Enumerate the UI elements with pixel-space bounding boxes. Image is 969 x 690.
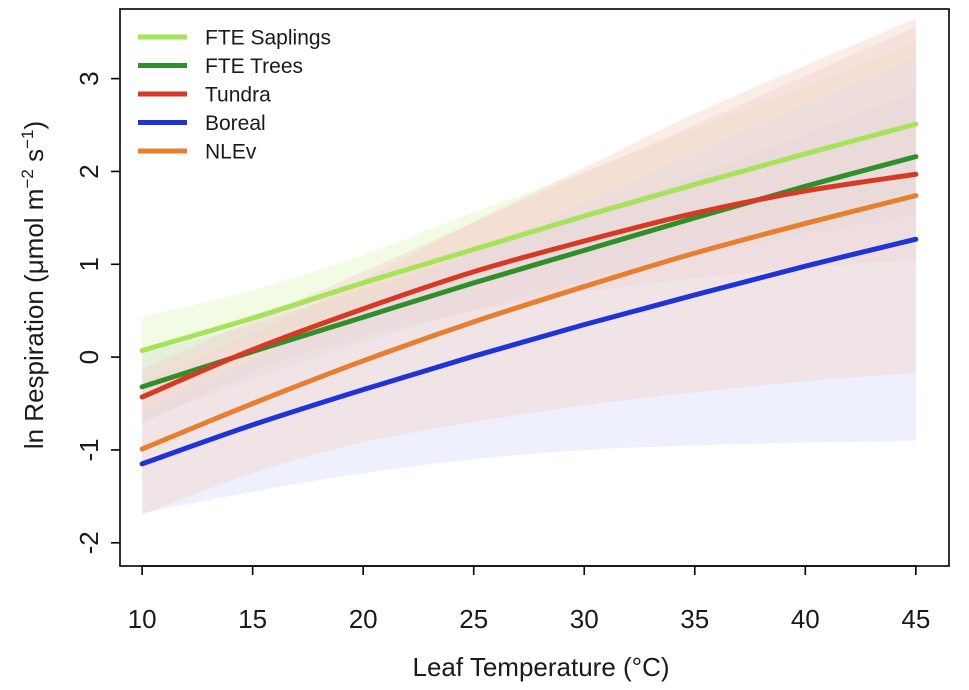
y-tick-label: 2 [74,164,104,178]
x-tick-label: 25 [459,604,488,634]
line-tundra [139,171,919,400]
y-label-mu: μ [19,259,49,274]
y-tick-label: -2 [74,531,104,554]
x-tick-label: 40 [791,604,820,634]
x-tick-label: 45 [901,604,930,634]
line-fte-trees [139,154,919,390]
y-tick-label: 1 [74,257,104,271]
line-nlev [139,193,919,452]
y-axis: -2 -1 0 1 2 3 [74,71,120,554]
legend-label: FTE Saplings [205,27,331,50]
line-boreal [139,236,919,467]
series-lines [139,121,919,467]
y-label-prefix: ln Respiration ( [19,274,49,449]
x-tick-label: 35 [680,604,709,634]
y-tick-label: 0 [74,350,104,364]
legend: FTE Saplings FTE Trees Tundra Boreal NLEv [138,27,331,164]
y-label-s-exp: −1 [18,130,37,149]
x-tick-label: 10 [128,604,157,634]
y-label-m-exp: −2 [18,169,37,188]
y-tick-label: -1 [74,438,104,461]
x-tick-label: 15 [238,604,267,634]
legend-label: NLEv [205,141,257,164]
band-fte-saplings [142,41,916,385]
y-label-mol: mol m [19,189,49,260]
legend-label: FTE Trees [205,55,303,78]
y-label-suffix: ) [19,121,49,130]
y-axis-label: ln Respiration (μmol m−2 s−1) [18,121,49,449]
legend-label: Boreal [205,112,266,135]
y-label-s: s [19,149,49,169]
legend-label: Tundra [205,84,271,107]
line-fte-saplings [139,121,919,354]
x-axis-label: Leaf Temperature (°C) [412,652,669,682]
x-tick-label: 20 [349,604,378,634]
x-tick-label: 30 [570,604,599,634]
x-axis: 10 15 20 25 30 35 40 45 [128,565,930,634]
y-tick-label: 3 [74,71,104,85]
